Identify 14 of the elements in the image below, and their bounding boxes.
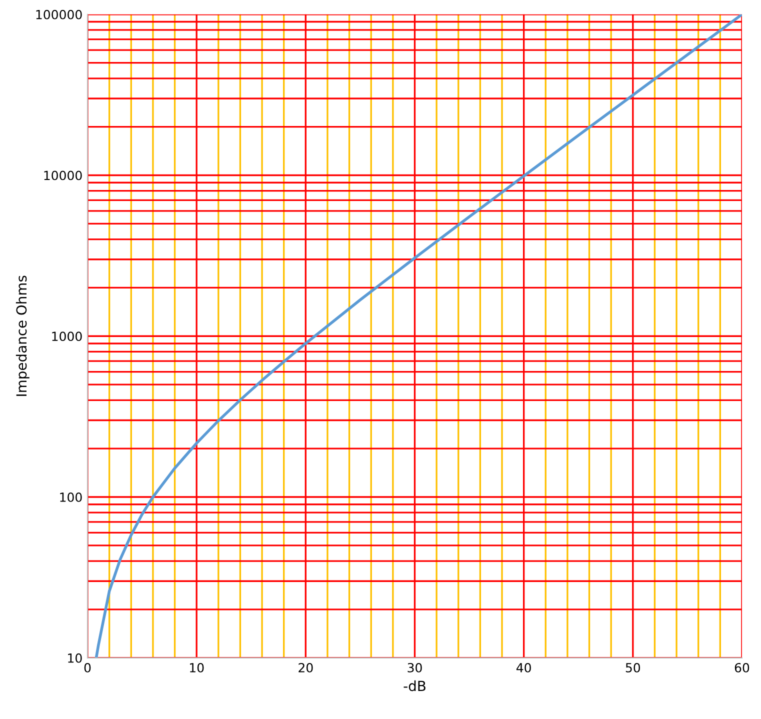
y-tick-label: 1000 [52,332,82,342]
y-tick-label: 100000 [36,10,82,20]
x-tick-label: 30 [408,662,422,672]
x-tick-label: 0 [84,662,91,672]
x-tick-label: 20 [298,662,313,672]
x-tick-label: 40 [516,662,531,672]
x-tick-label: 60 [734,662,750,672]
y-tick-label: 10 [68,653,82,663]
x-tick-label: 50 [626,662,640,672]
x-axis-title: -dB [404,680,426,692]
y-tick-label: 10000 [44,170,82,180]
y-tick-label: 100 [60,492,82,502]
y-axis-title: Impedance Ohms [16,276,30,396]
x-tick-label: 10 [190,662,204,672]
